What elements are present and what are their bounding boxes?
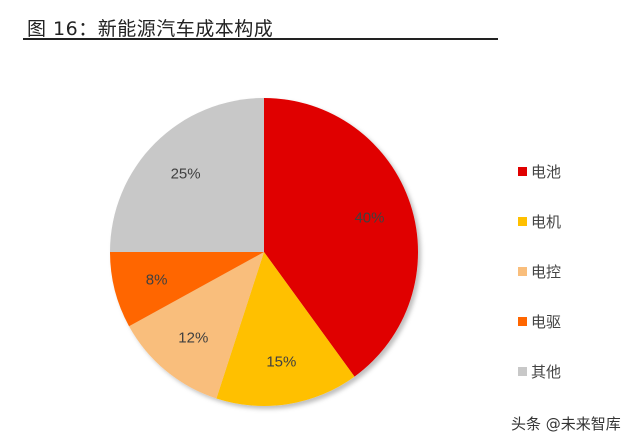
- title-divider: [23, 38, 498, 40]
- pie-labels: 40% 15% 12% 8% 25%: [146, 166, 385, 371]
- slice-percent-label: 25%: [171, 166, 201, 183]
- legend-item-battery: 电池: [518, 146, 561, 196]
- legend-item-controller: 电控: [518, 246, 561, 296]
- legend-label: 电控: [531, 262, 562, 281]
- watermark: 头条 @未来智库: [511, 415, 621, 433]
- legend-swatch-icon: [518, 216, 527, 226]
- legend-label: 电机: [531, 212, 562, 231]
- slice-drive: [110, 252, 264, 327]
- legend-swatch-icon: [518, 366, 527, 376]
- slice-battery: [264, 98, 418, 377]
- chart-title: 图 16：新能源汽车成本构成: [27, 18, 274, 40]
- slice-motor: [216, 252, 355, 406]
- legend-item-drive: 电驱: [518, 296, 561, 346]
- legend-label: 其他: [531, 362, 562, 381]
- slice-percent-label: 15%: [266, 354, 296, 371]
- legend-swatch-icon: [518, 316, 527, 326]
- pie-slices: [110, 98, 418, 406]
- legend: 电池 电机 电控 电驱 其他: [518, 146, 561, 396]
- legend-item-other: 其他: [518, 346, 561, 396]
- slice-percent-label: 8%: [146, 272, 168, 289]
- legend-label: 电池: [531, 162, 562, 181]
- legend-item-motor: 电机: [518, 196, 561, 246]
- legend-swatch-icon: [518, 266, 527, 276]
- legend-label: 电驱: [531, 312, 562, 331]
- slice-other: [110, 98, 264, 252]
- slice-percent-label: 40%: [354, 210, 384, 227]
- legend-swatch-icon: [518, 166, 527, 176]
- slice-percent-label: 12%: [178, 329, 208, 346]
- slice-controller: [129, 252, 264, 399]
